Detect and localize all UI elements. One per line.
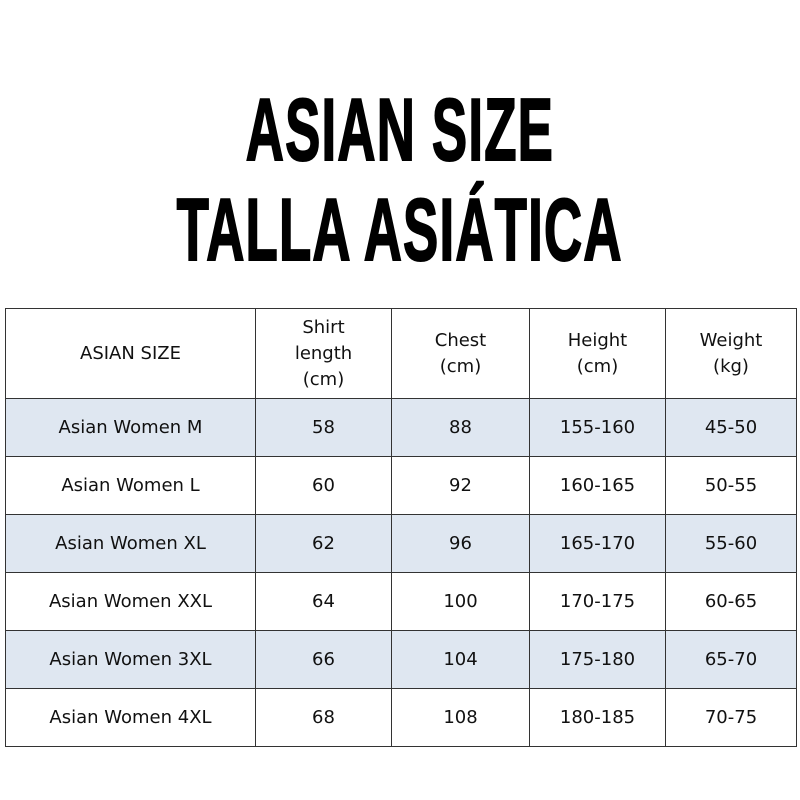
cell-weight: 45-50 <box>665 398 797 457</box>
header-size: ASIAN SIZE <box>5 308 256 399</box>
cell-size: Asian Women XL <box>5 514 256 573</box>
cell-size: Asian Women M <box>5 398 256 457</box>
table-row: Asian Women 3XL 66 104 175-180 65-70 <box>5 630 797 689</box>
cell-height: 180-185 <box>529 688 666 747</box>
cell-chest: 100 <box>391 572 530 631</box>
header-text: length <box>294 342 353 364</box>
title-line-2: TALLA ASIÁTICA <box>0 180 800 279</box>
table-row: Asian Women 4XL 68 108 180-185 70-75 <box>5 688 797 747</box>
table-row: Asian Women XL 62 96 165-170 55-60 <box>5 514 797 573</box>
header-height: Height (cm) <box>529 308 666 399</box>
header-text: (cm) <box>302 368 345 390</box>
cell-weight: 60-65 <box>665 572 797 631</box>
cell-size: Asian Women 3XL <box>5 630 256 689</box>
cell-height: 175-180 <box>529 630 666 689</box>
cell-weight: 50-55 <box>665 456 797 515</box>
cell-shirt-length: 66 <box>255 630 392 689</box>
cell-height: 165-170 <box>529 514 666 573</box>
title-line-1: ASIAN SIZE <box>0 80 800 179</box>
subtitle-text: TALLA ASIÁTICA <box>176 180 623 279</box>
cell-chest: 88 <box>391 398 530 457</box>
header-text: Chest <box>434 329 487 351</box>
title-text: ASIAN SIZE <box>245 80 555 179</box>
header-text: Height <box>567 329 628 351</box>
cell-chest: 108 <box>391 688 530 747</box>
table-row: Asian Women XXL 64 100 170-175 60-65 <box>5 572 797 631</box>
cell-shirt-length: 68 <box>255 688 392 747</box>
cell-size: Asian Women XXL <box>5 572 256 631</box>
cell-shirt-length: 62 <box>255 514 392 573</box>
header-text: (kg) <box>713 355 749 377</box>
header-weight: Weight (kg) <box>665 308 797 399</box>
cell-chest: 92 <box>391 456 530 515</box>
cell-shirt-length: 58 <box>255 398 392 457</box>
cell-weight: 55-60 <box>665 514 797 573</box>
header-shirt-length: Shirt length (cm) <box>255 308 392 399</box>
cell-weight: 70-75 <box>665 688 797 747</box>
cell-shirt-length: 60 <box>255 456 392 515</box>
cell-shirt-length: 64 <box>255 572 392 631</box>
cell-height: 170-175 <box>529 572 666 631</box>
header-text: Weight <box>699 329 763 351</box>
header-text: (cm) <box>439 355 482 377</box>
header-text: ASIAN SIZE <box>80 342 181 364</box>
cell-height: 155-160 <box>529 398 666 457</box>
header-text: Shirt <box>302 316 345 338</box>
table-row: Asian Women M 58 88 155-160 45-50 <box>5 398 797 457</box>
size-chart-table: ASIAN SIZE Shirt length (cm) Chest (cm) Hei… <box>5 308 797 747</box>
table-header-row: ASIAN SIZE Shirt length (cm) Chest (cm) Hei… <box>5 308 797 399</box>
cell-chest: 96 <box>391 514 530 573</box>
cell-size: Asian Women L <box>5 456 256 515</box>
cell-weight: 65-70 <box>665 630 797 689</box>
header-text: (cm) <box>576 355 619 377</box>
cell-height: 160-165 <box>529 456 666 515</box>
header-chest: Chest (cm) <box>391 308 530 399</box>
cell-chest: 104 <box>391 630 530 689</box>
cell-size: Asian Women 4XL <box>5 688 256 747</box>
table-row: Asian Women L 60 92 160-165 50-55 <box>5 456 797 515</box>
